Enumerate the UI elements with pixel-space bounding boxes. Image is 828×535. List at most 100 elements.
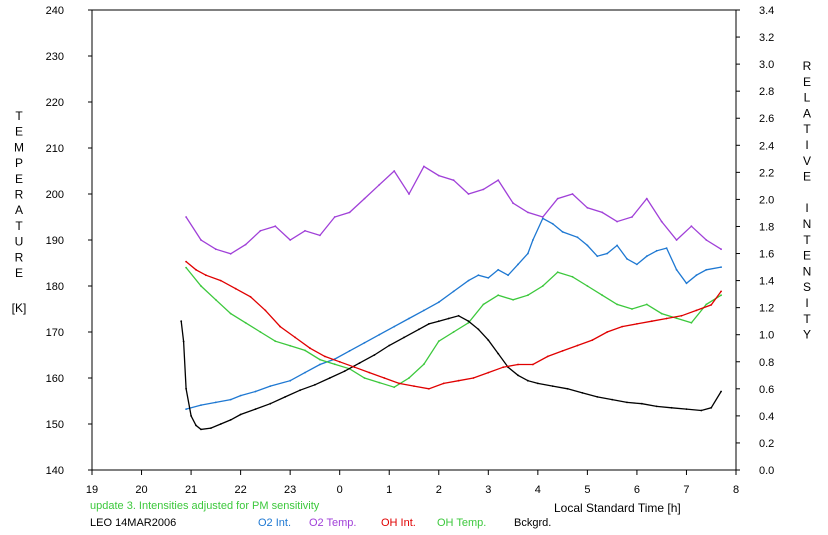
right-tick-label: 2.8 — [759, 86, 774, 98]
data-point — [675, 317, 678, 320]
data-point — [527, 252, 529, 255]
data-point — [576, 236, 579, 239]
data-point — [437, 320, 440, 323]
data-point — [200, 404, 202, 406]
left-tick-label: 240 — [46, 5, 64, 17]
data-point — [180, 320, 183, 323]
data-point — [269, 402, 272, 405]
data-point — [710, 406, 713, 409]
right-tick-label: 2.4 — [759, 140, 774, 152]
data-point — [185, 216, 188, 218]
right-tick-label: 1.8 — [759, 221, 774, 233]
data-point — [452, 179, 455, 182]
left-title-letter: P — [15, 156, 23, 170]
x-tick-label: 6 — [634, 484, 640, 496]
data-point — [616, 220, 618, 223]
data-point — [214, 248, 217, 251]
x-tick-label: 8 — [733, 484, 739, 496]
left-tick-label: 220 — [46, 97, 64, 109]
data-point — [239, 413, 242, 416]
data-point — [532, 363, 534, 366]
right-title-letter: V — [803, 154, 811, 168]
left-tick-label: 140 — [46, 465, 64, 477]
data-point — [472, 377, 475, 379]
legend: O2 Int. O2 Temp. OH Int. OH Temp. Bckgrd. — [258, 517, 551, 529]
data-point — [507, 274, 509, 277]
data-point — [363, 197, 366, 200]
data-point — [690, 321, 693, 324]
data-point — [621, 325, 623, 328]
data-point — [363, 341, 366, 344]
legend-item: Bckgrd. — [514, 517, 551, 529]
data-point — [517, 263, 519, 266]
right-title-letter: T — [803, 122, 811, 136]
data-point — [348, 350, 351, 352]
data-point — [185, 387, 188, 390]
data-point — [328, 377, 331, 379]
data-point — [626, 401, 628, 404]
right-title-letter: E — [803, 170, 811, 184]
data-point — [190, 415, 193, 417]
right-title-letter: N — [803, 264, 812, 278]
data-point — [636, 263, 638, 266]
data-point — [467, 279, 470, 282]
data-point — [705, 239, 708, 241]
data-point — [601, 211, 604, 214]
left-tick-label: 210 — [46, 143, 64, 155]
data-point — [532, 239, 534, 241]
right-title-letter: E — [803, 75, 811, 89]
data-point — [631, 308, 633, 310]
right-tick-label: 2.0 — [759, 194, 774, 206]
data-point — [720, 248, 722, 251]
data-point — [497, 352, 500, 355]
data-point — [611, 398, 614, 401]
data-point — [645, 255, 648, 258]
data-point — [373, 354, 376, 356]
data-point — [517, 363, 519, 366]
right-tick-label: 0.8 — [759, 357, 774, 369]
data-point — [274, 340, 277, 343]
data-point — [393, 170, 396, 172]
data-point — [210, 427, 212, 429]
data-point — [304, 229, 306, 232]
right-title-letter: T — [803, 312, 811, 326]
data-point — [581, 392, 584, 394]
data-point — [636, 323, 638, 325]
left-title-letter: E — [15, 125, 23, 139]
data-point — [269, 385, 272, 387]
data-point — [675, 239, 678, 241]
right-tick-label: 1.4 — [759, 276, 774, 288]
data-point — [626, 258, 628, 260]
data-point — [259, 229, 262, 232]
legend-item: O2 Int. — [258, 517, 291, 529]
data-point — [229, 398, 232, 401]
legend-item: OH Temp. — [437, 517, 486, 529]
data-point — [645, 197, 648, 200]
data-point — [487, 277, 490, 279]
data-point — [645, 303, 648, 306]
left-tick-label: 230 — [46, 51, 64, 63]
data-point — [517, 374, 519, 377]
left-tick-label: 190 — [46, 235, 64, 247]
right-axis: 0.0 0.2 0.4 0.6 0.8 1.0 1.2 1.4 1.6 1.8 2.0 2.2 2.4 2… — [736, 5, 774, 477]
x-axis-title: Local Standard Time [h] — [554, 501, 681, 515]
series-line-o2-int — [185, 217, 722, 410]
data-point — [477, 328, 480, 331]
right-title-letter: I — [805, 201, 808, 215]
data-point — [219, 423, 222, 425]
data-point — [304, 371, 306, 374]
data-point — [319, 234, 321, 237]
data-point — [606, 331, 609, 333]
data-point — [289, 344, 292, 347]
data-point — [467, 193, 470, 195]
data-point — [561, 350, 564, 352]
data-point — [368, 371, 371, 374]
data-point — [244, 243, 247, 246]
data-point — [447, 317, 450, 320]
data-point — [561, 231, 564, 233]
data-point — [551, 385, 554, 387]
data-point — [675, 268, 678, 271]
data-point — [452, 331, 455, 333]
right-tick-label: 0.2 — [759, 438, 774, 450]
